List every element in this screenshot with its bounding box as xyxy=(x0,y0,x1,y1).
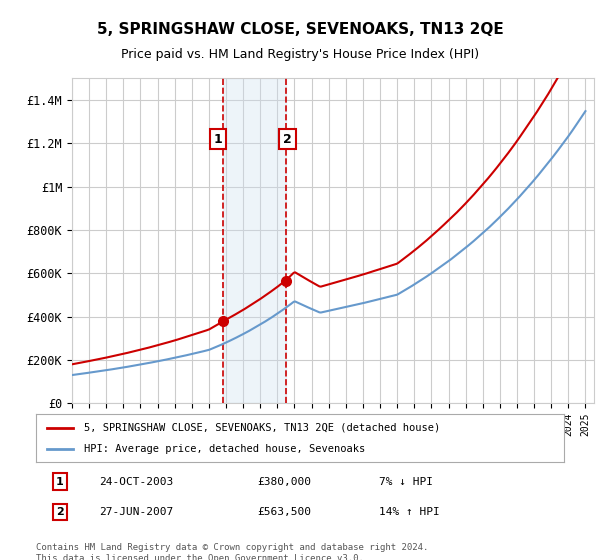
Text: HPI: Average price, detached house, Sevenoaks: HPI: Average price, detached house, Seve… xyxy=(83,444,365,454)
Text: £380,000: £380,000 xyxy=(258,477,312,487)
Text: £563,500: £563,500 xyxy=(258,507,312,517)
Text: Contains HM Land Registry data © Crown copyright and database right 2024.
This d: Contains HM Land Registry data © Crown c… xyxy=(36,543,428,560)
Text: 1: 1 xyxy=(56,477,64,487)
Text: 14% ↑ HPI: 14% ↑ HPI xyxy=(379,507,440,517)
Bar xyxy=(223,78,286,403)
Text: 2: 2 xyxy=(56,507,64,517)
Text: 5, SPRINGSHAW CLOSE, SEVENOAKS, TN13 2QE: 5, SPRINGSHAW CLOSE, SEVENOAKS, TN13 2QE xyxy=(97,22,503,38)
Text: 1: 1 xyxy=(214,133,222,146)
Text: 2: 2 xyxy=(283,133,292,146)
Text: 5, SPRINGSHAW CLOSE, SEVENOAKS, TN13 2QE (detached house): 5, SPRINGSHAW CLOSE, SEVENOAKS, TN13 2QE… xyxy=(83,423,440,433)
Text: Price paid vs. HM Land Registry's House Price Index (HPI): Price paid vs. HM Land Registry's House … xyxy=(121,48,479,60)
Text: 7% ↓ HPI: 7% ↓ HPI xyxy=(379,477,433,487)
Text: 27-JUN-2007: 27-JUN-2007 xyxy=(100,507,173,517)
Text: 24-OCT-2003: 24-OCT-2003 xyxy=(100,477,173,487)
